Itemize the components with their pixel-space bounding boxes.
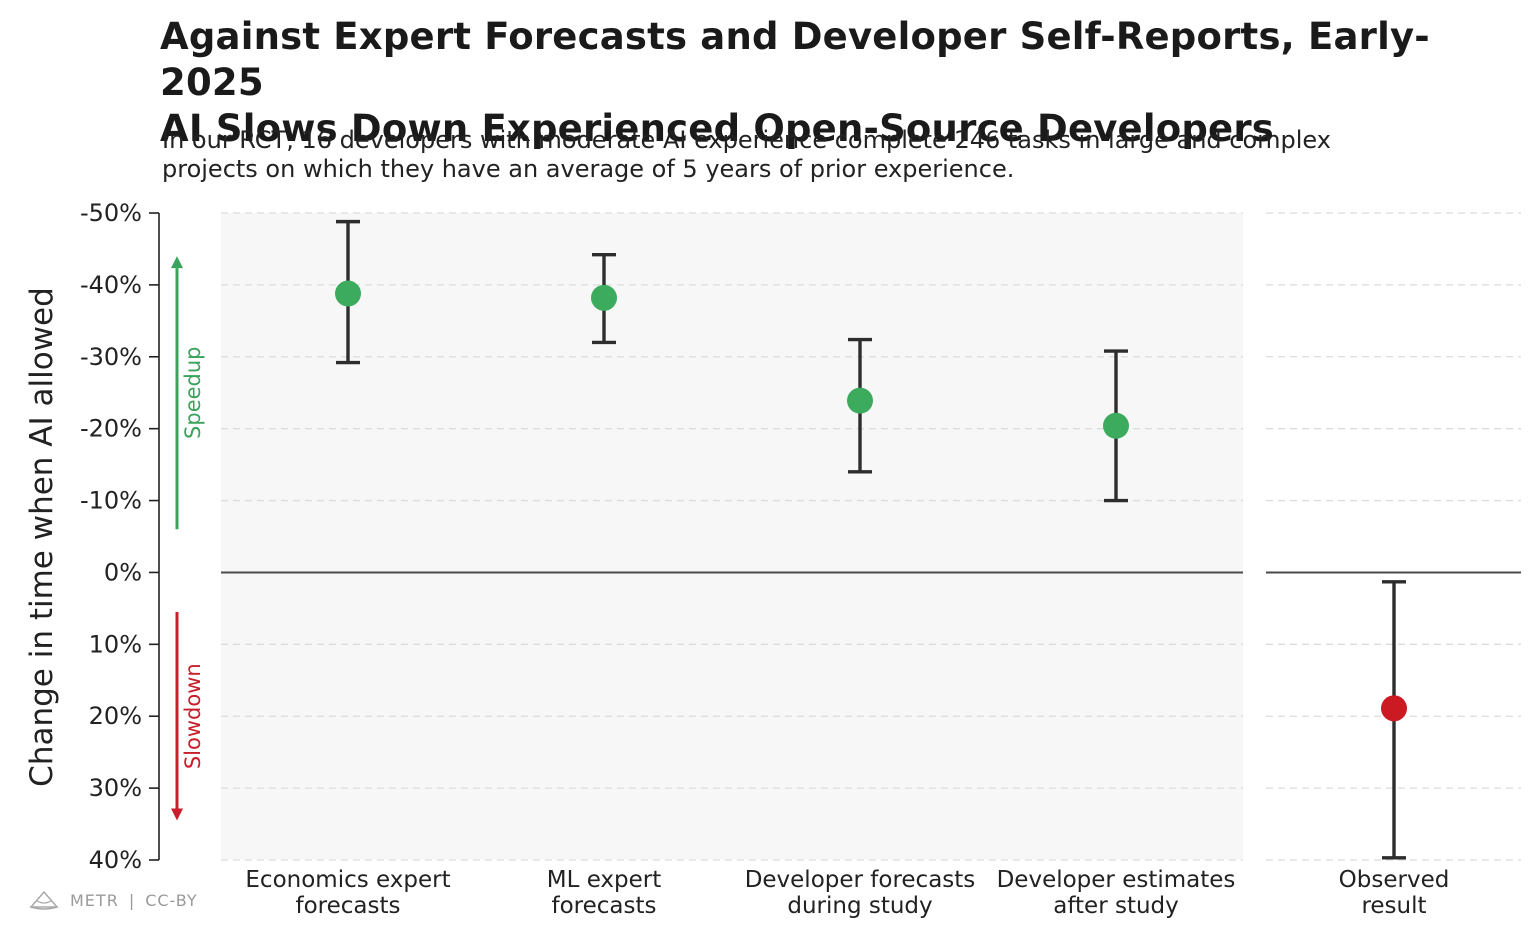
point-economics-expert-forecasts: [335, 280, 361, 307]
chart-title: Against Expert Forecasts and Developer S…: [160, 14, 1520, 152]
x-tick-label-ml-expert-forecasts-line-2: forecasts: [552, 893, 657, 919]
y-tick-label-0: -50%: [80, 199, 142, 227]
point-observed-result: [1381, 695, 1407, 722]
point-ml-expert-forecasts: [591, 284, 617, 311]
x-tick-label-economics-expert-forecasts-line-2: forecasts: [296, 893, 401, 919]
y-tick-label-8: 30%: [89, 774, 142, 802]
chart-title-line-1: Against Expert Forecasts and Developer S…: [160, 15, 1430, 104]
annotation-label-slowdown: Slowdown: [181, 663, 205, 769]
x-tick-label-economics-expert-forecasts-line-1: Economics expert: [245, 867, 450, 893]
chart-subtitle-line-2: projects on which they have an average o…: [162, 155, 1015, 183]
y-tick-label-1: -40%: [80, 271, 142, 299]
y-tick-label-7: 20%: [89, 702, 142, 730]
point-developer-estimates-after-study: [1103, 412, 1129, 439]
chart-subtitle: In our RCT, 16 developers with moderate …: [162, 126, 1522, 184]
y-tick-label-9: 40%: [89, 846, 142, 874]
point-developer-forecasts-during-study: [847, 387, 873, 414]
annotation-arrow-head-speedup: [171, 256, 183, 269]
x-tick-label-observed-result-line-2: result: [1361, 893, 1426, 919]
footer-license: CC-BY: [145, 890, 198, 910]
x-tick-label-developer-forecasts-during-study-line-1: Developer forecasts: [745, 867, 976, 893]
chart-subtitle-line-1: In our RCT, 16 developers with moderate …: [162, 126, 1331, 154]
footer-credit: METR | CC-BY: [28, 888, 198, 912]
x-tick-label-developer-estimates-after-study-line-2: after study: [1053, 893, 1179, 919]
metr-logo-icon: [29, 890, 59, 910]
footer-separator: |: [128, 890, 136, 910]
panel-background-1: [221, 213, 1243, 860]
x-tick-label-developer-forecasts-during-study-line-2: during study: [787, 893, 932, 919]
y-tick-label-6: 10%: [89, 630, 142, 658]
y-tick-label-5: 0%: [104, 558, 142, 586]
y-axis-title: Change in time when AI allowed: [24, 287, 60, 787]
chart-title-line-2: AI Slows Down Experienced Open-Source De…: [160, 107, 1274, 150]
x-tick-label-developer-estimates-after-study-line-1: Developer estimates: [997, 867, 1236, 893]
footer-brand: METR: [70, 890, 119, 910]
annotation-arrow-head-slowdown: [171, 808, 183, 821]
x-tick-label-observed-result-line-1: Observed: [1339, 867, 1450, 893]
y-tick-label-3: -20%: [80, 415, 142, 443]
x-tick-label-ml-expert-forecasts-line-1: ML expert: [547, 867, 662, 893]
annotation-label-speedup: Speedup: [181, 346, 205, 438]
y-tick-label-4: -10%: [80, 487, 142, 515]
y-tick-label-2: -30%: [80, 343, 142, 371]
